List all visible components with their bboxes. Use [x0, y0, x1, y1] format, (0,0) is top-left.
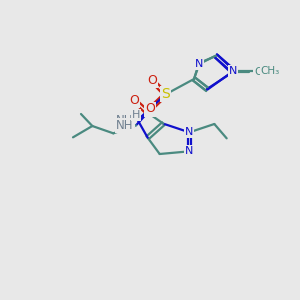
- Text: S: S: [161, 87, 170, 101]
- Text: N: N: [185, 127, 194, 137]
- Text: N: N: [185, 146, 194, 156]
- Text: CH₃: CH₃: [254, 67, 273, 77]
- Text: NH: NH: [116, 119, 133, 132]
- Text: O: O: [147, 74, 157, 87]
- Text: O: O: [129, 94, 139, 107]
- Text: H: H: [131, 110, 140, 120]
- Text: N: N: [195, 58, 203, 68]
- Text: CH₃: CH₃: [261, 66, 280, 76]
- Text: N: N: [229, 67, 237, 77]
- Text: NH: NH: [116, 113, 134, 127]
- Text: O: O: [146, 103, 155, 116]
- Text: N: N: [195, 59, 203, 69]
- Text: N: N: [229, 66, 238, 76]
